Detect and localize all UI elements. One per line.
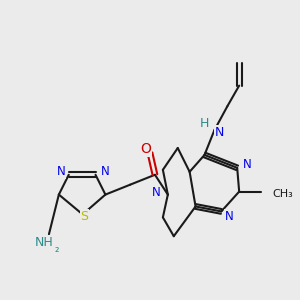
Text: N: N (215, 126, 224, 139)
Text: N: N (56, 165, 65, 178)
Text: N: N (101, 165, 110, 178)
Text: NH: NH (34, 236, 53, 249)
Text: H: H (200, 117, 209, 130)
Text: N: N (243, 158, 251, 171)
Text: CH₃: CH₃ (273, 189, 294, 199)
Text: N: N (152, 186, 160, 199)
Text: S: S (81, 210, 88, 223)
Text: N: N (225, 210, 234, 223)
Text: O: O (141, 142, 152, 156)
Text: ₂: ₂ (55, 244, 59, 254)
